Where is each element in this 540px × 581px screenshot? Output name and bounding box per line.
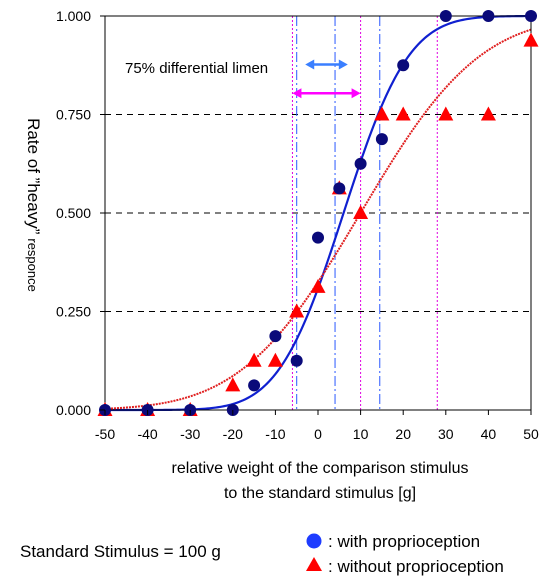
circle-point xyxy=(269,330,282,343)
arrow-head-right xyxy=(351,88,361,99)
triangle-point xyxy=(438,106,454,121)
circle-point xyxy=(290,354,303,367)
limen-annotation: 75% differential limen xyxy=(125,60,268,77)
y-axis-title: Rate of ”heavy”responce xyxy=(24,118,43,292)
x-axis-title-line-1: relative weight of the comparison stimul… xyxy=(171,460,468,477)
triangle-point xyxy=(310,278,326,293)
x-tick-label: 30 xyxy=(438,426,454,442)
x-tick-label: 0 xyxy=(314,426,322,442)
x-tick-label: -10 xyxy=(265,426,285,442)
circle-point xyxy=(333,182,346,195)
y-tick-label: 0.500 xyxy=(56,205,91,221)
x-tick-label: 40 xyxy=(481,426,497,442)
standard-stimulus-note: Standard Stimulus = 100 g xyxy=(20,542,221,561)
arrow-head-right xyxy=(338,59,348,70)
legend-label-without: : without proprioception xyxy=(328,557,504,576)
y-tick-label: 0.250 xyxy=(56,304,91,320)
y-tick-label: 0.000 xyxy=(56,402,91,418)
triangle-point xyxy=(246,352,262,367)
arrow-head-left xyxy=(305,59,315,70)
triangle-point xyxy=(395,106,411,121)
y-tick-label: 0.750 xyxy=(56,107,91,123)
x-tick-label: -30 xyxy=(180,426,200,442)
triangle-point xyxy=(267,352,283,367)
x-tick-label: -20 xyxy=(223,426,243,442)
y-tick-labels: 0.000 0.250 0.500 0.750 1.000 xyxy=(56,8,105,418)
x-tick-label: 50 xyxy=(523,426,539,442)
triangle-point xyxy=(353,205,369,219)
triangle-point xyxy=(480,106,496,121)
arrow-head-left xyxy=(292,88,302,99)
legend: : with proprioception : without proprioc… xyxy=(306,532,504,576)
triangle-point xyxy=(225,377,241,392)
x-tick-label: 20 xyxy=(395,426,411,442)
triangle-point xyxy=(289,303,305,318)
circle-point xyxy=(397,59,410,72)
circle-point xyxy=(525,10,537,22)
legend-triangle-marker xyxy=(306,557,322,571)
circle-point xyxy=(354,157,367,170)
triangle-point xyxy=(374,106,390,121)
limen-arrows xyxy=(292,59,361,99)
data-markers xyxy=(97,10,539,416)
circle-point xyxy=(375,133,388,146)
x-tick-label: -40 xyxy=(137,426,157,442)
circle-point xyxy=(439,10,452,22)
legend-circle-marker xyxy=(306,533,322,549)
circle-point xyxy=(312,231,324,244)
x-axis-title-line-2: to the standard stimulus [g] xyxy=(224,485,416,502)
circle-point xyxy=(248,379,261,392)
triangle-point xyxy=(523,32,539,47)
x-tick-label: -50 xyxy=(95,426,115,442)
y-tick-label: 1.000 xyxy=(56,8,91,24)
x-tick-labels: -50 -40 -30 -20 -10 0 10 20 30 40 50 xyxy=(95,410,539,442)
legend-label-with: : with proprioception xyxy=(328,532,480,551)
x-tick-label: 10 xyxy=(353,426,369,442)
reference-lines xyxy=(291,16,438,410)
circle-point xyxy=(482,10,495,22)
gridlines xyxy=(105,114,531,312)
